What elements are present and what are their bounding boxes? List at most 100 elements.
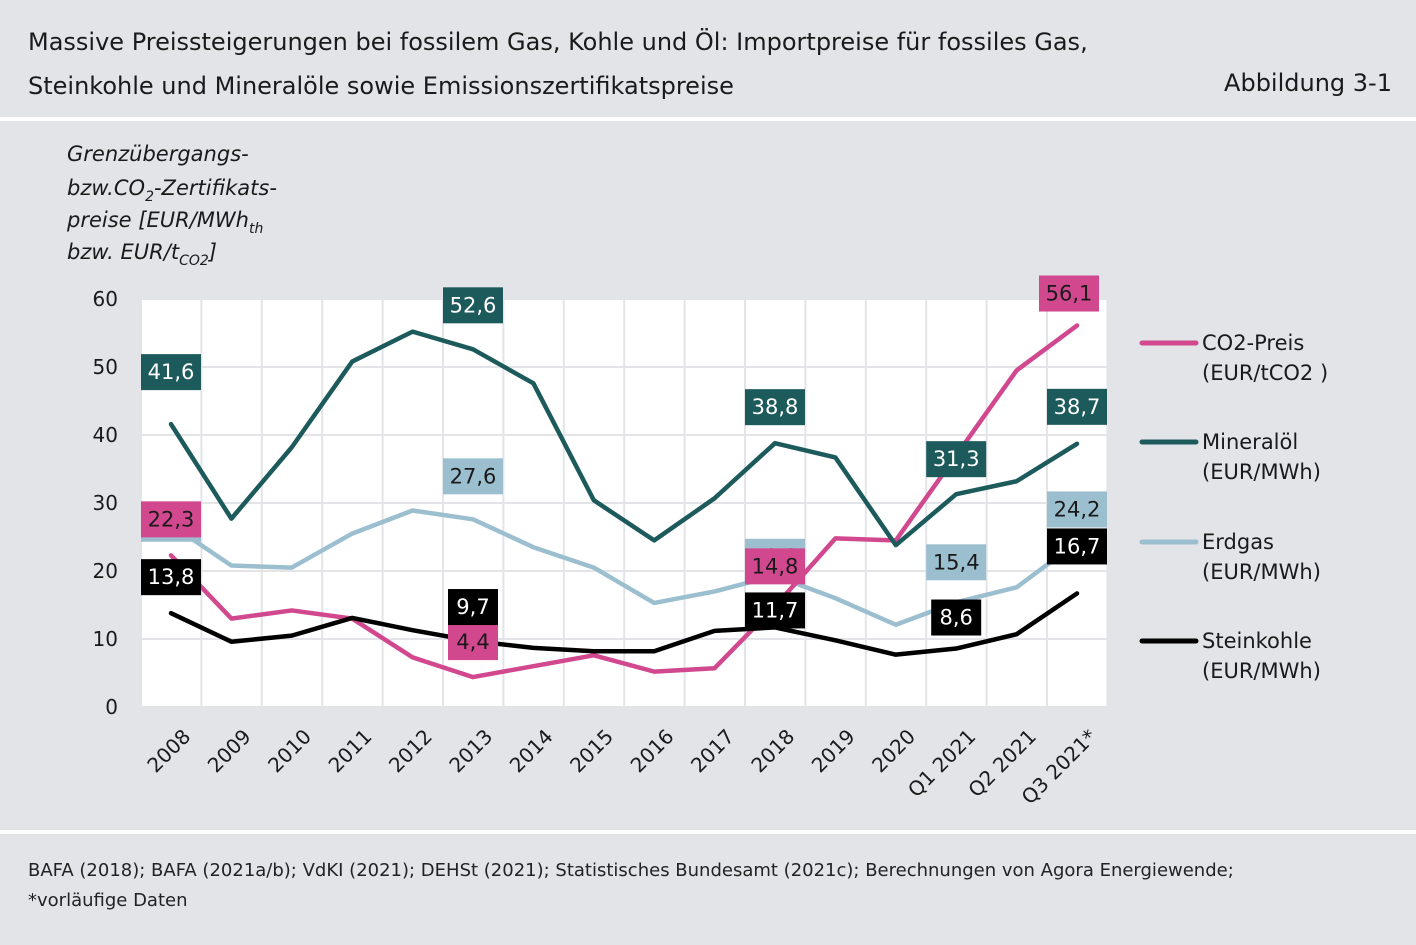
data-label-oil: 38,8 [745,389,805,426]
source-line-2: *vorläufige Daten [28,890,188,911]
data-label-oil: 41,6 [141,354,201,391]
data-label-text: 52,6 [450,293,497,317]
x-tick-label: 2019 [807,724,860,777]
x-tick-label: 2012 [384,724,437,777]
data-label-box [1047,491,1107,528]
data-label-text: 16,7 [1054,534,1101,558]
data-label-text: 11,7 [752,598,799,622]
data-label-box [443,458,503,495]
y-axis-title-line: preise [EUR/MWhth [66,208,263,237]
data-label-box [141,559,201,596]
legend-label-oil: Mineralöl [1202,430,1298,454]
data-label-coal: 11,7 [745,592,805,629]
data-label-box [141,354,201,391]
data-label-coal: 9,7 [448,589,498,626]
source-line-1: BAFA (2018); BAFA (2021a/b); VdKI (2021)… [28,860,1234,881]
legend-unit-co2: (EUR/tCO2 ) [1202,361,1328,385]
x-tick-label: 2011 [324,724,377,777]
x-tick-label: 2016 [626,724,679,777]
x-tick-label: 2013 [444,724,497,777]
data-label-box [931,599,982,636]
data-label-gas: 27,6 [443,458,503,495]
data-label-co2: 4,4 [448,624,498,661]
data-label-box [1047,528,1107,565]
chart-title-line-1: Massive Preissteigerungen bei fossilem G… [28,28,1088,56]
x-tick-label: 2008 [142,724,195,777]
y-axis-title-line: bzw. EUR/tCO2] [67,240,217,269]
y-tick-label: 10 [93,627,118,651]
series-line-oil [168,329,1080,548]
series-line-gas [168,508,1080,627]
y-axis-title-line: bzw.CO2-Zertifikats- [67,176,277,205]
data-label-box [1047,388,1107,425]
legend-unit-gas: (EUR/MWh) [1202,560,1321,584]
data-label-box [448,624,498,661]
y-axis-title-line: Grenzübergangs- [67,142,249,166]
y-tick-label: 40 [93,423,118,447]
data-label-coal: 16,7 [1047,528,1107,565]
x-tick-label: 2017 [686,724,739,777]
data-label-co2: 22,3 [141,501,201,538]
data-label-text: 56,1 [1046,282,1093,306]
data-label-text: 15,4 [933,550,980,574]
y-tick-label: 50 [93,355,118,379]
figure-header: Massive Preissteigerungen bei fossilem G… [0,0,1416,117]
data-label-text: 31,3 [933,447,980,471]
y-tick-label: 0 [105,695,118,719]
x-tick-label: 2009 [203,724,256,777]
data-label-box [1039,275,1099,312]
legend-label-co2: CO2-Preis [1202,331,1304,355]
figure-number: Abbildung 3-1 [1224,69,1392,97]
legend-label-gas: Erdgas [1202,530,1274,554]
data-label-coal: 13,8 [141,559,201,596]
y-tick-label: 20 [93,559,118,583]
y-axis: 0 10 20 30 40 50 60 [93,287,118,719]
data-label-gas: 24,2 [1047,491,1107,528]
y-tick-label: 30 [93,491,118,515]
data-label-oil: 52,6 [443,287,503,324]
data-label-box [443,287,503,324]
data-label-co2: 14,8 [745,548,805,585]
x-axis: 2008 2009 2010 2011 2012 2013 2014 2015 2016 2017… [142,724,1101,809]
data-label-text: 38,7 [1054,395,1101,419]
data-label-text: 14,8 [752,554,799,578]
series-line-coal [168,591,1080,657]
legend-unit-coal: (EUR/MWh) [1202,659,1321,683]
footer-divider [0,830,1416,834]
line-chart: 0 10 20 30 40 50 60 Grenzübergangs-bzw.CO2-Zert… [66,142,1328,809]
x-tick-label: 2010 [263,724,316,777]
legend: CO2-Preis (EUR/tCO2 ) Mineralöl (EUR/MWh) Er… [1139,331,1328,683]
data-label-box [745,389,805,426]
x-tick-label: 2015 [565,724,618,777]
data-label-box [926,544,987,581]
data-label-co2: 56,1 [1039,275,1099,312]
data-label-box [141,501,201,538]
data-label-text: 38,8 [752,395,799,419]
data-label-text: 4,4 [456,630,489,654]
data-label-text: 13,8 [148,565,195,589]
data-label-box [926,441,987,478]
x-tick-label: 2014 [505,724,558,777]
series-line-co2 [168,323,1080,680]
data-label-oil: 38,7 [1047,388,1107,425]
data-label-gas: 15,4 [926,544,987,581]
chart-title-line-2: Steinkohle und Mineralöle sowie Emission… [28,72,734,100]
data-label-text: 22,3 [148,507,195,531]
data-label-text: 9,7 [456,595,489,619]
data-label-text: 8,6 [939,606,972,630]
data-label-box [745,592,805,629]
data-label-text: 41,6 [148,360,195,384]
header-divider [0,117,1416,121]
data-label-text: 24,2 [1054,497,1101,521]
y-axis-title: Grenzübergangs-bzw.CO2-Zertifikats-preis… [66,142,277,269]
data-label-box [448,589,498,626]
y-tick-label: 60 [93,287,118,311]
legend-unit-oil: (EUR/MWh) [1202,460,1321,484]
legend-label-coal: Steinkohle [1202,629,1312,653]
data-label-box [745,548,805,585]
x-tick-label: 2020 [867,724,920,777]
data-label-coal: 8,6 [931,599,982,636]
x-tick-label: 2018 [746,724,799,777]
data-label-text: 27,6 [450,464,497,488]
data-label-oil: 31,3 [926,441,987,478]
